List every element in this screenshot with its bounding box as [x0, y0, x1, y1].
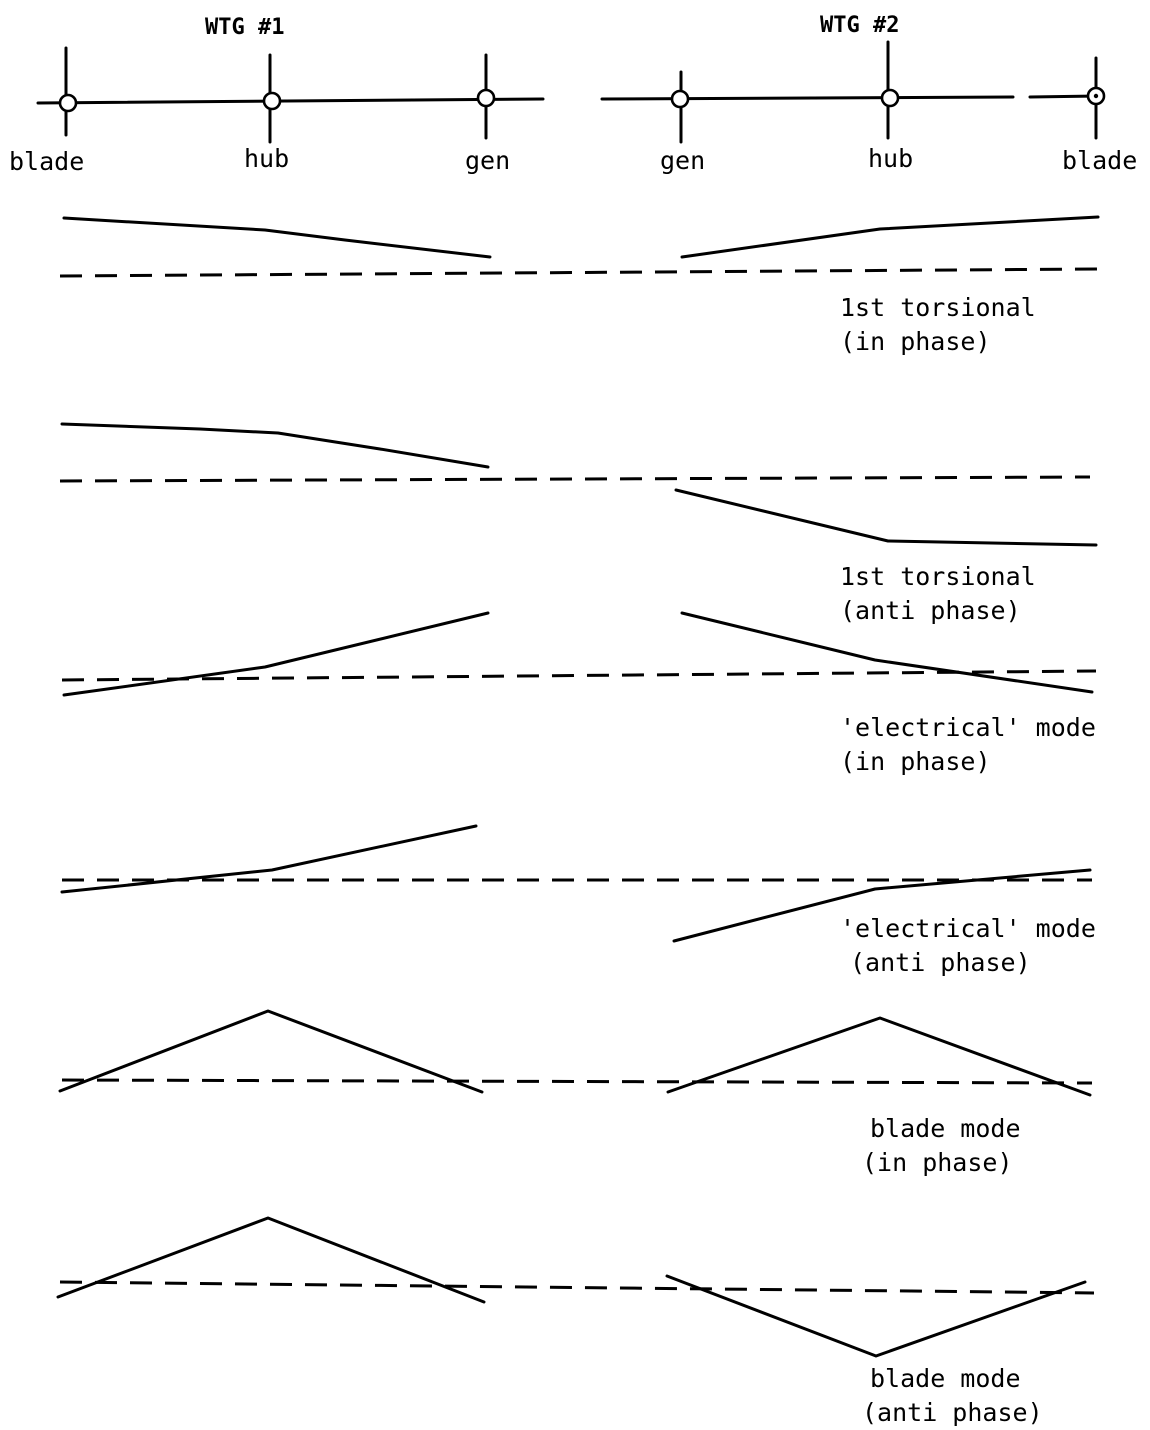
mode4-wtg2-shape	[672, 868, 1092, 943]
mode4-wtg1-shape	[60, 824, 478, 894]
wtg1-hub-label: hub	[244, 144, 289, 173]
wtg2-shaft-line-end	[1028, 94, 1100, 99]
mode-blade-anti-phase	[56, 1216, 1095, 1358]
mode2-baseline	[59, 475, 1091, 483]
wtg2-gen-label: gen	[660, 146, 705, 175]
mode3-wtg1-shape	[62, 611, 490, 697]
mode3-label-line1: 'electrical' mode	[840, 713, 1096, 742]
mode3-label-line2: (in phase)	[840, 747, 991, 776]
mode5-label-line2: (in phase)	[862, 1148, 1013, 1177]
wtg2-hub-node	[880, 88, 900, 108]
wtg2-shaft-line	[600, 95, 1015, 101]
mode2-wtg1-shape	[60, 422, 490, 469]
wtg2-hub-label: hub	[868, 144, 913, 173]
wtg1-gen-label: gen	[465, 146, 510, 175]
mode5-baseline	[61, 1078, 1093, 1085]
mode-1st-torsional-in-phase	[59, 215, 1100, 278]
wtg1-shaft-line	[36, 97, 545, 105]
mode1-baseline	[59, 267, 1099, 278]
mode4-label-line2: (anti phase)	[850, 948, 1031, 977]
wtg2-blade-label: blade	[1062, 146, 1137, 175]
mode6-wtg1-shape	[56, 1216, 486, 1304]
mode1-label-line1: 1st torsional	[840, 293, 1036, 322]
mode5-label-line1: blade mode	[870, 1114, 1021, 1143]
header-wtg1: WTG #1	[205, 15, 284, 40]
wtg1-blade-node	[58, 93, 78, 113]
wtg1-schematic	[36, 46, 545, 144]
wtg1-blade-label: blade	[9, 147, 84, 176]
mode-electrical-anti-phase	[60, 824, 1092, 943]
wtg1-gen-node	[476, 88, 496, 108]
mode6-label-line2: (anti phase)	[862, 1398, 1043, 1427]
mode-blade-in-phase	[58, 1009, 1093, 1097]
mode5-wtg1-shape	[58, 1009, 484, 1094]
mode1-wtg1-shape	[62, 216, 492, 259]
wtg2-schematic	[600, 40, 1106, 144]
mode-electrical-in-phase	[61, 611, 1097, 697]
header-wtg2: WTG #2	[820, 13, 899, 38]
mode-1st-torsional-anti-phase	[59, 422, 1098, 547]
wtg2-blade-node-center	[1093, 93, 1099, 99]
mode6-baseline	[59, 1280, 1095, 1295]
mode5-wtg2-shape	[666, 1016, 1092, 1097]
mode6-label-line1: blade mode	[870, 1364, 1021, 1393]
mode3-baseline	[61, 669, 1097, 682]
mode4-label-line1: 'electrical' mode	[840, 914, 1096, 943]
mode3-wtg2-shape	[680, 611, 1094, 694]
wtg1-hub-node	[262, 91, 282, 111]
mode1-label-line2: (in phase)	[840, 327, 991, 356]
mode2-label-line2: (anti phase)	[840, 596, 1021, 625]
mode2-wtg2-shape	[674, 488, 1098, 547]
mode2-label-line1: 1st torsional	[840, 562, 1036, 591]
mode6-wtg2-shape	[665, 1274, 1087, 1358]
mode1-wtg2-shape	[680, 215, 1100, 259]
wtg2-gen-node	[670, 89, 690, 109]
